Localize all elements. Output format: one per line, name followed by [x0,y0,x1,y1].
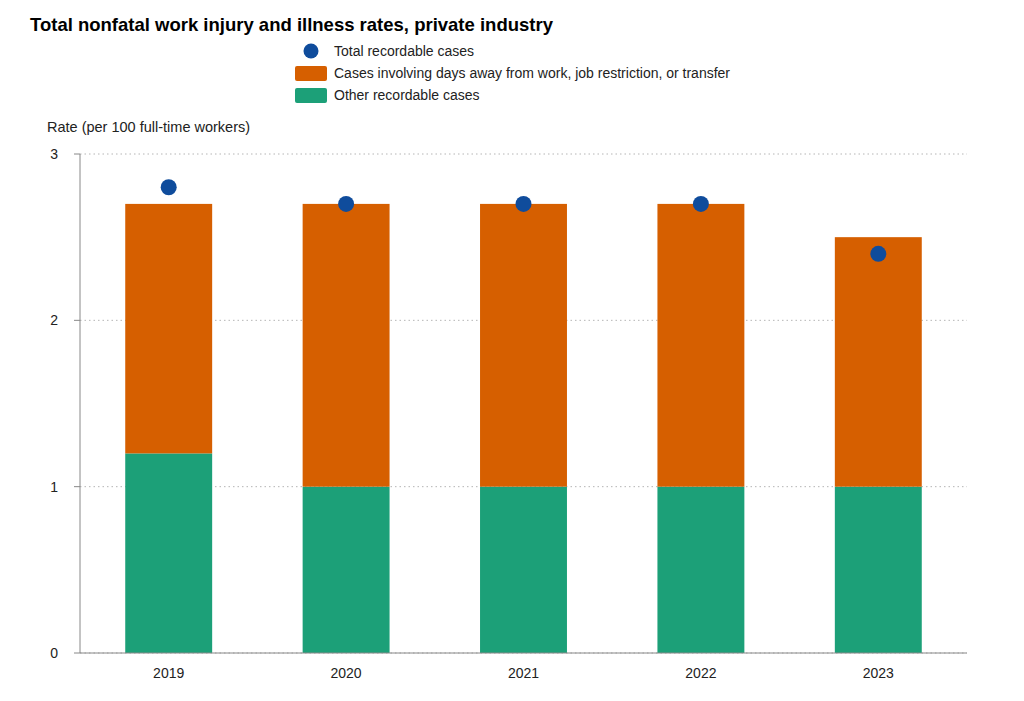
point [338,196,354,212]
chart: Total nonfatal work injury and illness r… [0,0,1024,701]
x-axis [80,653,967,654]
bar [657,487,744,653]
tick-label: 2020 [331,665,362,681]
legend-label: Total recordable cases [334,43,474,59]
legend-marker [304,44,319,59]
y-axis [80,154,81,653]
legend-label: Cases involving days away from work, job… [334,65,730,81]
bar [835,487,922,653]
legend-swatch [295,88,327,103]
marks [125,204,922,653]
tick-label: 2022 [685,665,716,681]
bar [657,204,744,487]
bar [303,487,390,653]
bar [303,204,390,487]
point [161,179,177,195]
tick-label: 2 [50,312,58,328]
tick-label: 2023 [863,665,894,681]
bar [125,204,212,454]
point [870,246,886,262]
tick-mark [74,320,80,321]
legend-label: Other recordable cases [334,87,480,103]
title: Total nonfatal work injury and illness r… [30,14,554,35]
bar [480,204,567,487]
tick-label: 2021 [508,665,539,681]
tick-label: 0 [50,645,58,661]
axis-title: Rate (per 100 full-time workers) [47,119,250,135]
point [693,196,709,212]
tick-mark [74,486,80,487]
tick-mark [74,653,80,654]
tick-label: 2019 [153,665,184,681]
grid-line [80,653,967,654]
legend-swatch [295,66,327,81]
dots [161,179,887,262]
bar [125,453,212,653]
legend: Total recordable cases Cases involving da… [295,43,730,103]
bar [835,237,922,487]
tick-label: 1 [50,479,58,495]
point [516,196,532,212]
bar [480,487,567,653]
tick-label: 3 [50,146,58,162]
grid-line [80,154,967,155]
tick-mark [74,154,80,155]
